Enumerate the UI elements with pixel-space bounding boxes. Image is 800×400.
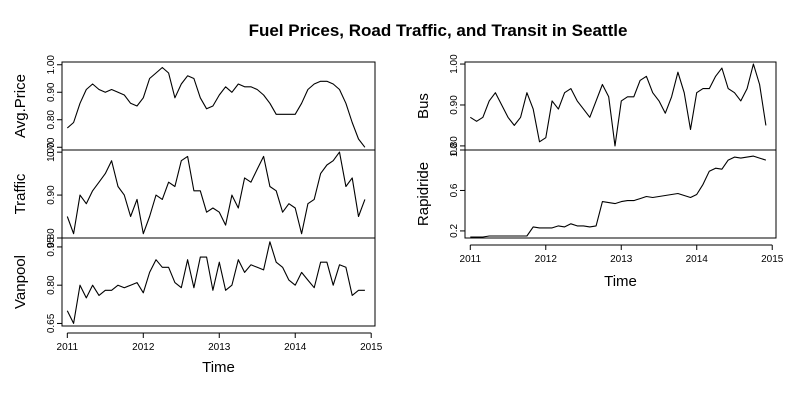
y-tick-label-avg-price: 1.00	[46, 55, 57, 75]
y-tick-label-rapidride: 0.6	[449, 183, 460, 197]
x-tick-label-left: 2013	[208, 342, 231, 353]
panel-rapidride: 0.2 0.6 1.0 Rapidride	[415, 143, 777, 239]
panel-frame-vanpool	[61, 237, 376, 327]
y-tick-label-vanpool: 0.65	[46, 313, 57, 333]
y-axis-label-avg-price: Avg.Price	[12, 74, 29, 138]
panel-avg-price: 0.70 0.80 0.90 1.00 Avg.Price	[12, 55, 376, 157]
series-line-bus	[470, 63, 767, 147]
y-tick-label-traffic: 0.90	[46, 185, 57, 205]
x-axis-left: 2011 2012 2013 2014 2015 Time	[57, 332, 383, 376]
y-axis-label-bus: Bus	[415, 93, 432, 119]
series-line-avg-price	[66, 66, 366, 148]
x-axis-label-left: Time	[202, 359, 235, 376]
panel-vanpool: 0.65 0.80 0.95 Vanpool	[12, 237, 376, 333]
panel-bus: 0.80 0.90 1.00 Bus	[415, 54, 777, 156]
x-tick-label-left: 2011	[57, 342, 79, 353]
panel-frame-traffic	[61, 149, 376, 239]
x-tick-label-right: 2012	[535, 254, 558, 265]
y-axis-label-rapidride: Rapidride	[415, 162, 432, 226]
x-tick-label-left: 2015	[360, 342, 383, 353]
y-axis-label-traffic: Traffic	[12, 173, 29, 214]
y-tick-label-traffic: 1.00	[46, 142, 57, 162]
x-axis-right: 2011 2012 2013 2014 2015 Time	[460, 244, 784, 290]
x-tick-label-right: 2013	[610, 254, 633, 265]
y-tick-label-rapidride: 0.2	[449, 224, 460, 238]
y-tick-label-bus: 1.00	[449, 54, 460, 74]
x-tick-label-right: 2015	[761, 254, 784, 265]
y-axis-label-vanpool: Vanpool	[12, 255, 29, 309]
y-tick-label-avg-price: 0.80	[46, 110, 57, 130]
y-tick-label-vanpool: 0.95	[46, 237, 57, 257]
series-line-vanpool	[66, 241, 365, 324]
x-tick-label-right: 2011	[460, 254, 482, 265]
x-axis-label-right: Time	[604, 273, 637, 290]
chart-title: Fuel Prices, Road Traffic, and Transit i…	[249, 21, 628, 40]
y-tick-label-bus: 0.90	[449, 95, 460, 115]
y-tick-label-rapidride: 1.0	[449, 143, 460, 157]
x-tick-label-left: 2014	[284, 342, 307, 353]
plot-panels: 0.70 0.80 0.90 1.00 Avg.Price 0.80 0.90 1.00 Tra…	[12, 54, 784, 376]
y-tick-label-bus: 0.80	[449, 136, 460, 156]
x-tick-label-right: 2014	[686, 254, 709, 265]
y-tick-label-avg-price: 0.70	[46, 137, 57, 157]
panel-frame-rapidride	[464, 149, 777, 239]
panel-frame-avg-price	[61, 61, 376, 151]
panel-traffic: 0.80 0.90 1.00 Traffic	[12, 142, 376, 248]
series-line-rapidride	[470, 155, 767, 238]
series-line-traffic	[66, 151, 366, 235]
y-tick-label-avg-price: 0.90	[46, 82, 57, 102]
y-tick-label-vanpool: 0.80	[46, 275, 57, 295]
x-tick-label-left: 2012	[132, 342, 155, 353]
y-tick-label-traffic: 0.80	[46, 228, 57, 248]
